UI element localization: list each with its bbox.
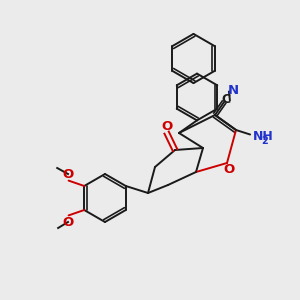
Text: 2: 2 [261,136,268,146]
Text: O: O [62,167,74,181]
Text: N: N [227,84,239,97]
Text: NH: NH [253,130,274,142]
Text: C: C [221,94,230,106]
Text: O: O [62,215,74,229]
Text: O: O [223,163,234,176]
Text: O: O [161,119,172,133]
